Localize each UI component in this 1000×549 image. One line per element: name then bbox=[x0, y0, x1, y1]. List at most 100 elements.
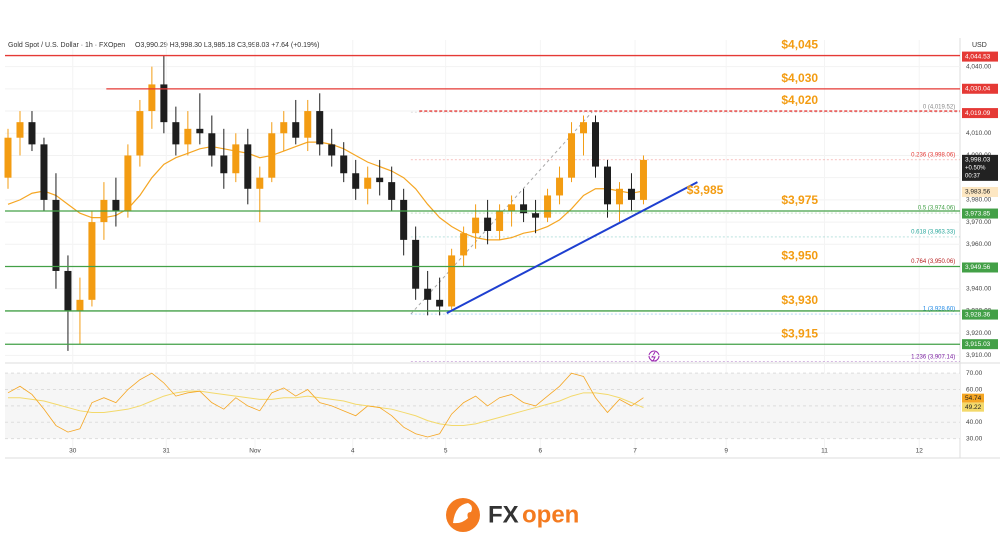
candle-body bbox=[340, 155, 348, 174]
price-label-box bbox=[962, 186, 998, 197]
candle-body bbox=[232, 144, 240, 174]
level-label: $4,020 bbox=[781, 93, 818, 107]
candle-body bbox=[436, 299, 444, 307]
x-tick-label: Nov bbox=[249, 448, 261, 455]
candle-body bbox=[316, 111, 324, 145]
fib-label: 1 (3,928.60) bbox=[923, 307, 955, 313]
price-label-box bbox=[962, 339, 998, 350]
candle-body bbox=[364, 177, 372, 189]
candle-body bbox=[472, 217, 480, 234]
candle-body bbox=[592, 122, 600, 167]
x-tick-label: 12 bbox=[916, 448, 924, 455]
y-tick-label: 4,040.00 bbox=[966, 63, 992, 70]
candle-body bbox=[16, 122, 24, 138]
rsi-tick-label: 60.00 bbox=[966, 386, 983, 393]
y-tick-label: 3,910.00 bbox=[966, 352, 992, 359]
candle-body bbox=[256, 177, 264, 189]
candle-body bbox=[639, 159, 647, 200]
candle-body bbox=[28, 122, 36, 145]
candle-body bbox=[208, 133, 216, 156]
fib-label: 0.5 (3,974.06) bbox=[918, 206, 955, 212]
logo-suffix: open bbox=[522, 501, 579, 528]
rsi-label: 49.22 bbox=[965, 404, 982, 411]
currency-label: USD bbox=[972, 42, 987, 49]
candle-body bbox=[160, 84, 168, 123]
price-label: 3,915.03 bbox=[965, 341, 991, 348]
candle-body bbox=[136, 111, 144, 156]
candle-body bbox=[532, 213, 540, 218]
price-label: 3,973.85 bbox=[965, 210, 991, 217]
price-label: 3,998.03 bbox=[965, 157, 991, 164]
candle-body bbox=[388, 182, 396, 200]
candle-body bbox=[627, 188, 635, 200]
price-label-box bbox=[962, 309, 998, 320]
candle-body bbox=[64, 270, 72, 311]
rsi-label: 54.74 bbox=[965, 395, 982, 402]
y-tick-label: 3,970.00 bbox=[966, 219, 992, 226]
x-tick-label: 9 bbox=[724, 448, 728, 455]
candle-body bbox=[615, 188, 623, 205]
logo-emblem-shape bbox=[453, 503, 472, 524]
event-icon[interactable] bbox=[648, 350, 660, 362]
level-label: $3,915 bbox=[781, 326, 818, 340]
price-label: 3,983.56 bbox=[965, 189, 991, 196]
price-label: 3,928.36 bbox=[965, 311, 991, 318]
candle-body bbox=[544, 195, 552, 218]
y-tick-label: 3,980.00 bbox=[966, 197, 992, 204]
logo: FX open bbox=[446, 498, 579, 532]
candle-body bbox=[352, 173, 360, 189]
fib-label: 0.764 (3,950.06) bbox=[911, 259, 955, 265]
level-label: $3,930 bbox=[781, 293, 818, 307]
logo-prefix: FX bbox=[488, 501, 519, 528]
y-tick-label: 3,920.00 bbox=[966, 330, 992, 337]
candle-body bbox=[124, 155, 132, 211]
price-label-box bbox=[962, 51, 998, 62]
candle-body bbox=[184, 128, 192, 145]
candle-body bbox=[292, 122, 300, 138]
y-tick-label: 3,960.00 bbox=[966, 241, 992, 248]
chart-title: Gold Spot / U.S. Dollar · 1h · FXOpen bbox=[8, 42, 125, 49]
candle-body bbox=[556, 177, 564, 196]
level-label: $3,975 bbox=[781, 193, 818, 207]
price-label: 4,044.53 bbox=[965, 53, 991, 60]
candle-body bbox=[580, 122, 588, 134]
x-tick-label: 11 bbox=[821, 448, 828, 455]
candle-body bbox=[76, 299, 84, 311]
price-label-sub: 00:37 bbox=[965, 173, 981, 179]
x-tick-label: 5 bbox=[444, 448, 448, 455]
price-label-box bbox=[962, 83, 998, 94]
event-icon-bolt bbox=[651, 351, 656, 362]
candle-body bbox=[448, 255, 456, 307]
candle-body bbox=[52, 199, 60, 271]
candle-body bbox=[328, 144, 336, 156]
trendline bbox=[446, 181, 698, 315]
candle-body bbox=[4, 137, 12, 178]
candle-body bbox=[244, 144, 252, 189]
fib-label: 0 (4,019.52) bbox=[923, 105, 955, 111]
candle-body bbox=[172, 122, 180, 145]
y-tick-label: 4,010.00 bbox=[966, 130, 992, 137]
candle-body bbox=[280, 122, 288, 134]
candle-body bbox=[424, 288, 432, 300]
candle-body bbox=[520, 204, 528, 214]
x-tick-label: 6 bbox=[539, 448, 543, 455]
rsi-band bbox=[5, 373, 960, 439]
candle-body bbox=[603, 166, 611, 205]
candle-body bbox=[196, 128, 204, 134]
rsi-tick-label: 40.00 bbox=[966, 419, 983, 426]
moving-average bbox=[7, 141, 644, 241]
fib-label: 0.618 (3,963.33) bbox=[911, 229, 955, 235]
price-label-box bbox=[962, 262, 998, 273]
rsi-tick-label: 70.00 bbox=[966, 370, 983, 377]
ohlc-legend: O3,990.29 H3,998.30 L3,985.18 C3,998.03 … bbox=[135, 42, 319, 49]
rsi-label-box bbox=[962, 402, 984, 412]
price-label: 4,019.09 bbox=[965, 110, 991, 117]
x-tick-label: 4 bbox=[351, 448, 355, 455]
candle-body bbox=[268, 133, 276, 178]
candle-body bbox=[568, 133, 576, 178]
x-tick-label: 31 bbox=[163, 448, 171, 455]
candle-body bbox=[88, 222, 96, 300]
level-label: $4,030 bbox=[781, 71, 818, 85]
x-tick-label: 30 bbox=[69, 448, 77, 455]
